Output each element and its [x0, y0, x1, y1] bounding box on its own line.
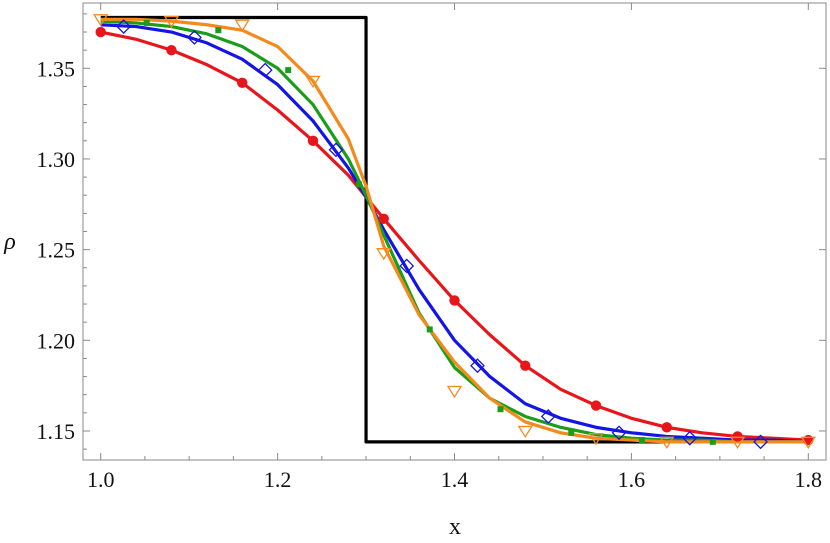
series-1-point	[661, 422, 672, 433]
series-1-point	[307, 135, 319, 147]
plot-frame	[82, 2, 827, 461]
series-3-point	[709, 438, 716, 445]
series-4-point	[163, 15, 180, 29]
x-tick-label: 1.4	[441, 467, 469, 492]
y-tick-label: 1.35	[37, 56, 76, 81]
series-4-point	[588, 433, 604, 446]
series-4-point	[517, 425, 533, 439]
series-3-point	[355, 181, 362, 188]
series-1-point	[732, 431, 743, 442]
series-1-point	[378, 213, 389, 225]
series-4-line	[100, 17, 809, 444]
series-3-point	[143, 19, 150, 26]
series-3-point	[426, 326, 433, 333]
x-tick-label: 1.8	[795, 467, 823, 492]
series-3-point	[285, 67, 292, 74]
series-0-line	[100, 15, 809, 444]
y-axis-label: ρ	[3, 229, 16, 255]
x-axis-label: x	[449, 514, 461, 540]
series-2-line	[100, 23, 809, 444]
series-2-point	[682, 430, 698, 446]
ticks-layer: 1.0 1.2 1.4 1.6 1.8 1.15 1.20 1.25 1.30 1.35	[37, 3, 826, 492]
x-tick-label: 1.2	[264, 467, 292, 492]
series-1-point	[449, 295, 460, 306]
series-2-point	[611, 425, 627, 441]
series-1-line	[100, 30, 809, 442]
series-4-point	[234, 19, 250, 32]
series-3-point	[215, 27, 222, 34]
series-3-line	[100, 19, 809, 444]
series-2-point	[187, 30, 202, 45]
series-2-point	[540, 409, 556, 424]
series-4-point	[376, 248, 392, 261]
x-tick-label: 1.6	[618, 467, 646, 492]
y-tick-label: 1.30	[37, 147, 76, 172]
series-1-point	[95, 26, 106, 38]
series-1-point	[237, 77, 248, 88]
plot-border	[82, 2, 827, 461]
series-3-point	[639, 437, 646, 444]
series-4-point	[93, 14, 109, 27]
series-4-point	[800, 436, 816, 449]
series-2-point	[399, 258, 415, 274]
series-2-point	[257, 62, 273, 78]
series-3-point	[568, 429, 575, 436]
y-tick-label: 1.20	[37, 328, 76, 353]
series-1-point	[166, 44, 177, 56]
series-2-point	[328, 142, 344, 158]
series-layer	[93, 14, 816, 450]
series-4-point	[305, 75, 321, 89]
y-tick-label: 1.25	[37, 238, 76, 263]
series-1-point	[520, 360, 531, 371]
y-tick-label: 1.15	[37, 419, 76, 444]
series-2-point	[116, 19, 132, 34]
series-4-point	[659, 436, 675, 449]
series-3-point	[497, 406, 504, 413]
series-1-point	[803, 434, 814, 446]
series-4-point	[446, 385, 463, 399]
series-4-point	[729, 436, 746, 449]
series-1-point	[590, 400, 602, 411]
x-tick-label: 1.0	[87, 467, 115, 492]
series-2-point	[470, 358, 485, 374]
series-2-point	[753, 434, 768, 450]
